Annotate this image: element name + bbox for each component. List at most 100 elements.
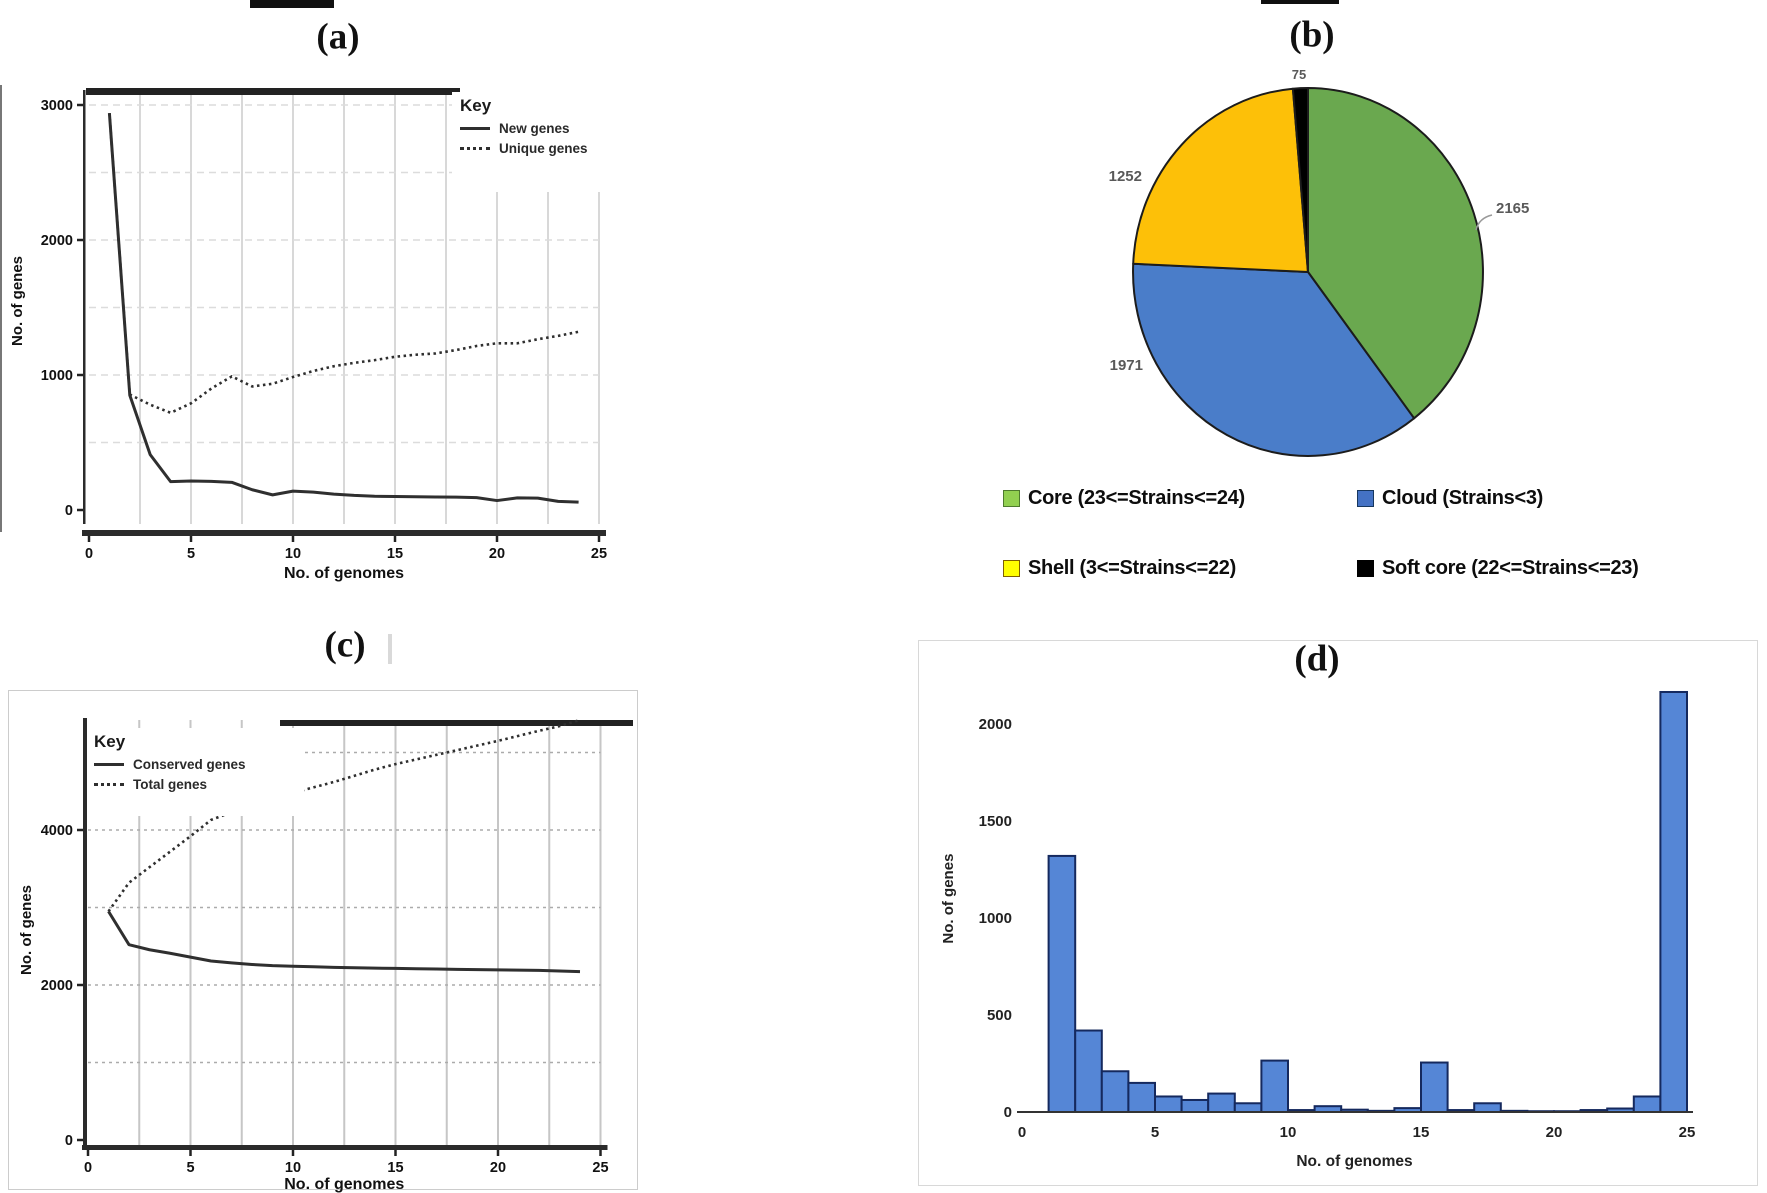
pie-legend-item-softcore: Soft core (22<=Strains<=23) [1357,557,1711,580]
x-tick-label: 20 [489,546,505,562]
y-tick-label: 4000 [41,823,73,839]
y-axis-line [83,90,86,524]
series-line-new-genes [107,112,579,504]
pie-slice-shell [1132,87,1309,273]
legend-item-conserved-genes: Conserved genes [94,757,304,772]
x-axis-line [82,1145,608,1150]
legend-label-total-genes: Total genes [133,777,208,792]
legend-label-new-genes: New genes [499,121,570,136]
chart-a-legend: Key New genes Unique genes [452,92,618,192]
y-tick-label: 500 [987,1007,1012,1024]
chart-d-gene-frequency-histogram: 0 500 1000 1500 2000 0 5 10 15 20 25 No. of genomes… [940,690,1696,1170]
y-axis-title: No. of genes [18,885,35,975]
y-tick-label: 1500 [979,813,1012,830]
chart-b-pangenome-pie: 2165 1971 1252 75 [1109,67,1529,457]
pie-slice-soft-core [1291,87,1309,273]
pie-value-label-cloud: 1971 [1110,357,1143,374]
chart-c-legend: Key Conserved genes Total genes [88,728,304,816]
panel-d-border [918,640,1758,1186]
cloud-swatch-icon [1357,490,1374,507]
histogram-bar-genomes-3 [1100,1070,1130,1114]
chart-a-legend-title: Key [460,96,492,115]
dotted-line-sample-icon [94,783,124,786]
pie-slice-cloud [1132,262,1416,457]
histogram-bar-genomes-23 [1632,1095,1662,1114]
histogram-bar-genomes-1 [1047,854,1077,1113]
histogram-bar-genomes-2 [1074,1029,1103,1113]
pie-legend-row: Shell (3<=Strains<=22) Soft core (22<=St… [1003,557,1748,580]
x-tick-label: 0 [85,546,93,562]
y-tick-label: 2000 [41,233,73,249]
y-axis-title: No. of genes [9,256,26,346]
series-line-conserved-genes [107,910,581,974]
pie-legend: Core (23<=Strains<=24) Cloud (Strains<3)… [1003,487,1748,627]
panel-d-label: (d) [1294,638,1340,680]
pie-legend-item-shell: Shell (3<=Strains<=22) [1003,557,1357,580]
histogram-bar-genomes-17 [1473,1102,1502,1113]
histogram-bar-genomes-9 [1260,1059,1289,1113]
pie-value-label-soft-core: 75 [1292,67,1306,82]
y-tick-label: 2000 [41,978,73,994]
histogram-bar-genomes-4 [1127,1081,1156,1113]
soft-core-swatch-icon [1357,560,1374,577]
histogram-bar-genomes-24 [1659,690,1689,1114]
y-tick-label: 3000 [41,98,73,114]
x-axis-title: No. of genomes [284,1176,404,1193]
histogram-bar-genomes-7 [1207,1092,1236,1114]
x-tick-label: 15 [387,546,403,562]
x-tick-label: 25 [591,546,607,562]
x-tick-label: 15 [387,1160,403,1176]
x-tick-label: 10 [285,1160,301,1176]
y-tick-label: 2000 [979,716,1012,733]
pie-legend-item-cloud: Cloud (Strains<3) [1357,487,1711,510]
x-tick-label: 10 [285,546,301,562]
shell-swatch-icon [1003,560,1020,577]
pie-legend-label-core: Core (23<=Strains<=24) [1028,487,1245,509]
plot-top-frame [86,88,460,95]
core-swatch-icon [1003,490,1020,507]
x-tick-label: 20 [1546,1124,1563,1141]
panel-c-label: (c) [324,624,366,666]
panel-c-gray-artifact [388,634,392,664]
pie-value-label-core: 2165 [1496,200,1529,217]
histogram-bar-genomes-8 [1233,1102,1263,1113]
y-axis-title: No. of genes [940,854,957,944]
solid-line-sample-icon [460,127,490,130]
x-axis-title: No. of genomes [284,565,404,582]
x-tick-label: 5 [187,546,195,562]
y-tick-label: 1000 [41,368,73,384]
x-tick-label: 5 [1151,1124,1159,1141]
panel-a-label: (a) [316,16,360,58]
pie-legend-item-core: Core (23<=Strains<=24) [1003,487,1357,510]
x-tick-label: 25 [1679,1124,1696,1141]
legend-item-unique-genes: Unique genes [460,141,618,156]
x-tick-label: 5 [186,1160,194,1176]
y-tick-label: 1000 [979,910,1012,927]
crop-remnant-bar-right [1261,0,1339,4]
x-tick-label: 15 [1413,1124,1430,1141]
dotted-line-sample-icon [460,147,490,150]
panel-b-label: (b) [1289,14,1335,56]
legend-item-total-genes: Total genes [94,777,304,792]
x-axis-line [82,530,606,536]
histogram-bar-genomes-6 [1180,1098,1210,1113]
pie-legend-row: Core (23<=Strains<=24) Cloud (Strains<3) [1003,487,1748,510]
y-axis-line [83,718,87,1150]
chart-c-legend-title: Key [94,732,126,751]
pie-legend-label-softcore: Soft core (22<=Strains<=23) [1382,557,1639,579]
chart-c-conserved-total-genes: 0 2000 4000 0 5 10 15 20 25 No. of genomes No. of … [18,718,633,1193]
pie-label-leader-line [1475,214,1493,231]
x-axis-title: No. of genomes [1296,1153,1412,1170]
legend-label-unique-genes: Unique genes [499,141,588,156]
legend-item-new-genes: New genes [460,121,618,136]
pie-legend-label-cloud: Cloud (Strains<3) [1382,487,1544,509]
x-tick-label: 0 [1018,1124,1026,1141]
pie-value-label-shell: 1252 [1109,168,1142,185]
legend-label-conserved-genes: Conserved genes [133,757,246,772]
x-tick-label: 20 [490,1160,506,1176]
pie-legend-label-shell: Shell (3<=Strains<=22) [1028,557,1236,579]
y-tick-label: 0 [1004,1104,1012,1121]
histogram-bar-genomes-15 [1420,1061,1449,1113]
panel-a-edge-artifact [0,85,2,532]
